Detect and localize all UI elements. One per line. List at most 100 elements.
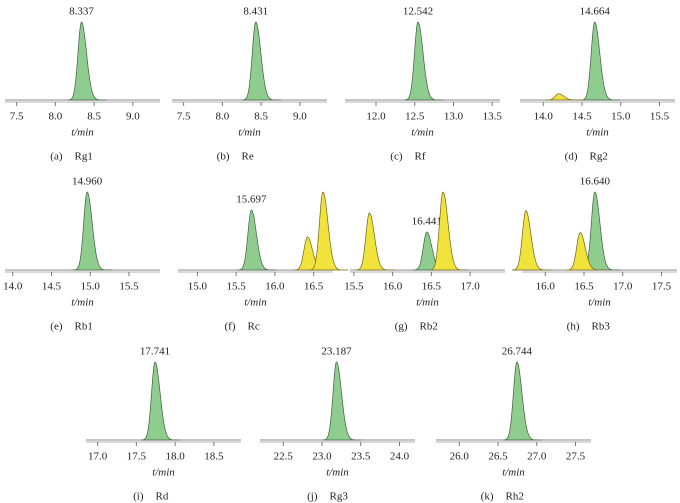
x-axis-label: t/min xyxy=(71,297,94,309)
x-tick-label: 13.0 xyxy=(444,111,464,123)
x-axis-label: t/min xyxy=(586,127,609,139)
peak-label: 8.337 xyxy=(69,6,94,18)
x-tick-label: 12.0 xyxy=(366,111,386,123)
x-axis-label: t/min xyxy=(238,127,261,139)
peak-label: 14.960 xyxy=(72,176,103,188)
x-tick-label: 14.5 xyxy=(42,281,62,293)
caption-label: (g) xyxy=(395,321,408,333)
caption: Rh2 xyxy=(506,491,524,503)
peak xyxy=(580,21,620,101)
peak-label: 14.664 xyxy=(580,6,611,18)
x-tick-label: 26.0 xyxy=(450,451,470,463)
x-tick-label: 9.0 xyxy=(293,111,307,123)
x-axis-label: t/min xyxy=(152,467,175,479)
peak xyxy=(308,191,349,271)
x-tick-label: 16.5 xyxy=(574,281,594,293)
x-tick-label: 16.5 xyxy=(422,281,442,293)
x-axis-label: t/min xyxy=(326,467,349,479)
peak-label: 26.744 xyxy=(502,346,533,358)
x-tick-label: 17.0 xyxy=(88,451,108,463)
x-tick-label: 8.0 xyxy=(216,111,230,123)
x-tick-label: 8.5 xyxy=(87,111,101,123)
x-tick-label: 16.0 xyxy=(265,281,285,293)
caption-label: (a) xyxy=(50,151,63,163)
x-tick-label: 15.0 xyxy=(81,281,101,293)
peak-label: 16.441 xyxy=(412,215,442,227)
x-axis-label: t/min xyxy=(244,297,267,309)
peak xyxy=(544,93,584,101)
x-tick-label: 16.0 xyxy=(383,281,403,293)
x-tick-label: 9.0 xyxy=(126,111,140,123)
peak-label: 23.187 xyxy=(321,346,352,358)
caption-label: (b) xyxy=(217,151,230,163)
peak-label: 12.542 xyxy=(403,6,433,18)
x-tick-label: 17.5 xyxy=(652,281,672,293)
peak xyxy=(404,21,444,101)
x-tick-label: 17.5 xyxy=(127,451,147,463)
x-tick-label: 12.5 xyxy=(405,111,425,123)
caption-label: (e) xyxy=(50,321,63,333)
caption: Rg3 xyxy=(330,491,349,503)
peak xyxy=(73,191,113,271)
peak xyxy=(511,210,552,271)
x-tick-label: 7.5 xyxy=(177,111,191,123)
x-tick-label: 18.5 xyxy=(204,451,224,463)
caption: Rb2 xyxy=(420,321,438,333)
x-axis-label: t/min xyxy=(71,127,94,139)
caption-label: (c) xyxy=(390,151,403,163)
peak xyxy=(141,361,181,441)
caption: Rd xyxy=(156,491,169,503)
x-tick-label: 8.5 xyxy=(254,111,268,123)
caption: Rg2 xyxy=(590,151,608,163)
peak xyxy=(67,21,107,101)
x-tick-label: 24.0 xyxy=(390,451,410,463)
x-tick-label: 14.0 xyxy=(534,111,554,123)
x-tick-label: 14.5 xyxy=(572,111,592,123)
x-tick-label: 17.0 xyxy=(613,281,633,293)
x-tick-label: 15.0 xyxy=(611,111,631,123)
x-tick-label: 15.5 xyxy=(650,111,670,123)
x-axis-label: t/min xyxy=(416,297,439,309)
caption-label: (k) xyxy=(481,491,494,503)
x-tick-label: 18.0 xyxy=(166,451,186,463)
caption: Rb3 xyxy=(592,321,611,333)
x-tick-label: 23.5 xyxy=(351,451,371,463)
caption: Rc xyxy=(248,321,260,333)
x-tick-label: 17.0 xyxy=(461,281,481,293)
peak xyxy=(355,212,395,271)
x-tick-label: 22.5 xyxy=(274,451,294,463)
peak xyxy=(429,191,469,271)
x-tick-label: 16.5 xyxy=(304,281,324,293)
caption: Rb1 xyxy=(75,321,93,333)
x-tick-label: 15.5 xyxy=(227,281,247,293)
caption-label: (i) xyxy=(133,491,144,503)
peak xyxy=(502,361,543,441)
x-tick-label: 15.5 xyxy=(119,281,139,293)
x-tick-label: 14.0 xyxy=(3,281,23,293)
peak xyxy=(241,21,281,101)
caption-label: (j) xyxy=(307,491,318,503)
peak xyxy=(566,232,606,271)
caption-label: (f) xyxy=(225,321,236,333)
x-axis-label: t/min xyxy=(411,127,434,139)
x-tick-label: 7.5 xyxy=(10,111,24,123)
x-tick-label: 27.0 xyxy=(527,451,547,463)
x-tick-label: 23.0 xyxy=(312,451,332,463)
x-axis-label: t/min xyxy=(502,467,525,479)
x-tick-label: 16.0 xyxy=(536,281,556,293)
peak-label: 17.741 xyxy=(140,346,170,358)
caption-label: (h) xyxy=(567,321,580,333)
x-tick-label: 8.0 xyxy=(49,111,63,123)
peak xyxy=(322,361,362,441)
x-tick-label: 27.5 xyxy=(566,451,586,463)
x-tick-label: 13.5 xyxy=(483,111,503,123)
peak-label: 16.640 xyxy=(580,176,611,188)
caption: Re xyxy=(242,151,254,163)
caption-label: (d) xyxy=(565,151,578,163)
peak xyxy=(237,209,277,271)
caption: Rg1 xyxy=(75,151,93,163)
caption: Rf xyxy=(415,151,426,163)
x-tick-label: 15.0 xyxy=(188,281,208,293)
x-tick-label: 26.5 xyxy=(488,451,508,463)
